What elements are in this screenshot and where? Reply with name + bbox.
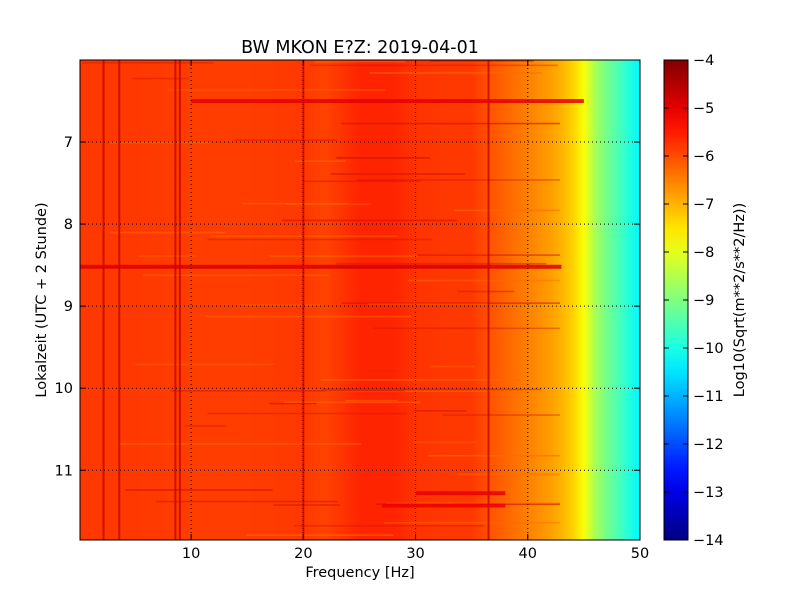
texture-streak [205,315,411,318]
texture-streak [282,219,458,222]
y-tick-label: 10 [55,381,73,397]
colorbar-tick-label: −13 [693,485,724,501]
colorbar-tick-label: −11 [693,389,724,405]
colorbar-tick-label: −4 [693,53,714,69]
spectrogram-image [80,60,640,540]
grid-lines [80,60,641,540]
texture-streak [442,414,560,416]
texture-streak [427,454,560,457]
bright-band [80,264,562,269]
texture-streak [109,141,210,144]
x-tick-label: 40 [519,546,537,562]
colorbar-tick-label: −8 [693,245,714,261]
y-tick-label: 9 [64,299,73,315]
texture-streak [454,209,560,212]
texture-streak [324,390,492,393]
colorbar-tick-label: −9 [693,293,714,309]
texture-streak [240,304,323,306]
texture-streak [283,401,422,404]
texture-streak [131,77,190,80]
texture-streak [246,534,394,536]
y-axis-label: Lokalzeit (UTC + 2 Stunde) [34,202,50,397]
texture-streak [110,231,226,234]
texture-streak [457,290,515,293]
colorbar-tick-label: −6 [693,149,714,165]
colorbar-tick-label: −12 [693,437,724,453]
plot-frame [79,59,641,541]
texture-streak [268,255,418,257]
spectrogram-texture [82,60,560,536]
texture-streak [309,64,558,67]
colorbar-tick-label: −7 [693,197,714,213]
y-tick-label: 8 [64,217,73,233]
texture-streak [234,139,337,142]
texture-streak [184,425,227,427]
texture-streak [345,399,398,402]
texture-streak [294,524,485,527]
y-axis-ticks: 7 8 9 10 11 [55,135,640,479]
texture-streak [356,179,560,181]
x-tick-label: 10 [182,546,200,562]
y-tick-label: 7 [64,135,73,151]
colorbar-label: Log10(Sqrt(m**2/s**2/Hz)) [732,203,748,397]
plot-area: 10 20 30 40 50 7 8 9 10 11 [55,59,649,562]
bright-band [191,99,584,104]
texture-streak [124,489,273,491]
bright-bands [80,99,584,508]
texture-streak [384,521,560,524]
texture-streak [285,203,371,206]
colorbar-ticks: −4 −5 −6 −7 −8 −9 −10 −11 −12 −13 −14 [664,53,724,549]
x-tick-label: 20 [294,546,312,562]
texture-streak [314,60,406,63]
x-axis-label: Frequency [Hz] [305,565,414,581]
texture-streak [119,443,361,445]
colorbar: −4 −5 −6 −7 −8 −9 −10 −11 −12 −13 −14 [663,53,724,549]
bright-band [415,491,506,496]
texture-streak [413,410,467,412]
colorbar-tick-label: −5 [693,101,714,117]
texture-streak [167,89,386,91]
texture-streak [367,303,488,305]
texture-streak [155,500,338,503]
texture-streak [143,274,329,277]
texture-streak [273,504,341,506]
texture-streak [429,60,534,62]
texture-streak [242,202,348,205]
chart-title: BW MKON E?Z: 2019-04-01 [241,38,479,58]
texture-streak [369,72,542,74]
texture-streak [207,238,432,241]
texture-streak [407,279,560,282]
texture-streak [170,390,405,392]
colorbar-tick-label: −14 [693,533,724,549]
texture-streak [373,327,560,330]
texture-streak [457,473,560,476]
colorbar-tick-label: −10 [693,341,724,357]
texture-streak [294,160,346,162]
texture-streak [330,173,466,175]
x-axis-ticks: 10 20 30 40 50 [182,60,649,562]
texture-streak [336,262,547,265]
x-tick-label: 50 [631,546,649,562]
texture-streak [336,157,430,159]
texture-streak [430,365,476,368]
texture-streak [269,402,317,405]
bright-band [381,503,506,508]
y-tick-label: 11 [55,463,73,479]
texture-streak [341,122,560,125]
texture-streak [303,180,421,183]
texture-streak [321,388,542,391]
texture-streak [82,61,214,64]
texture-streak [320,379,521,381]
x-tick-label: 30 [406,546,424,562]
texture-streak [134,363,276,366]
texture-streak [413,441,478,444]
texture-streak [138,255,196,257]
texture-streak [341,302,560,304]
texture-streak [207,412,407,415]
